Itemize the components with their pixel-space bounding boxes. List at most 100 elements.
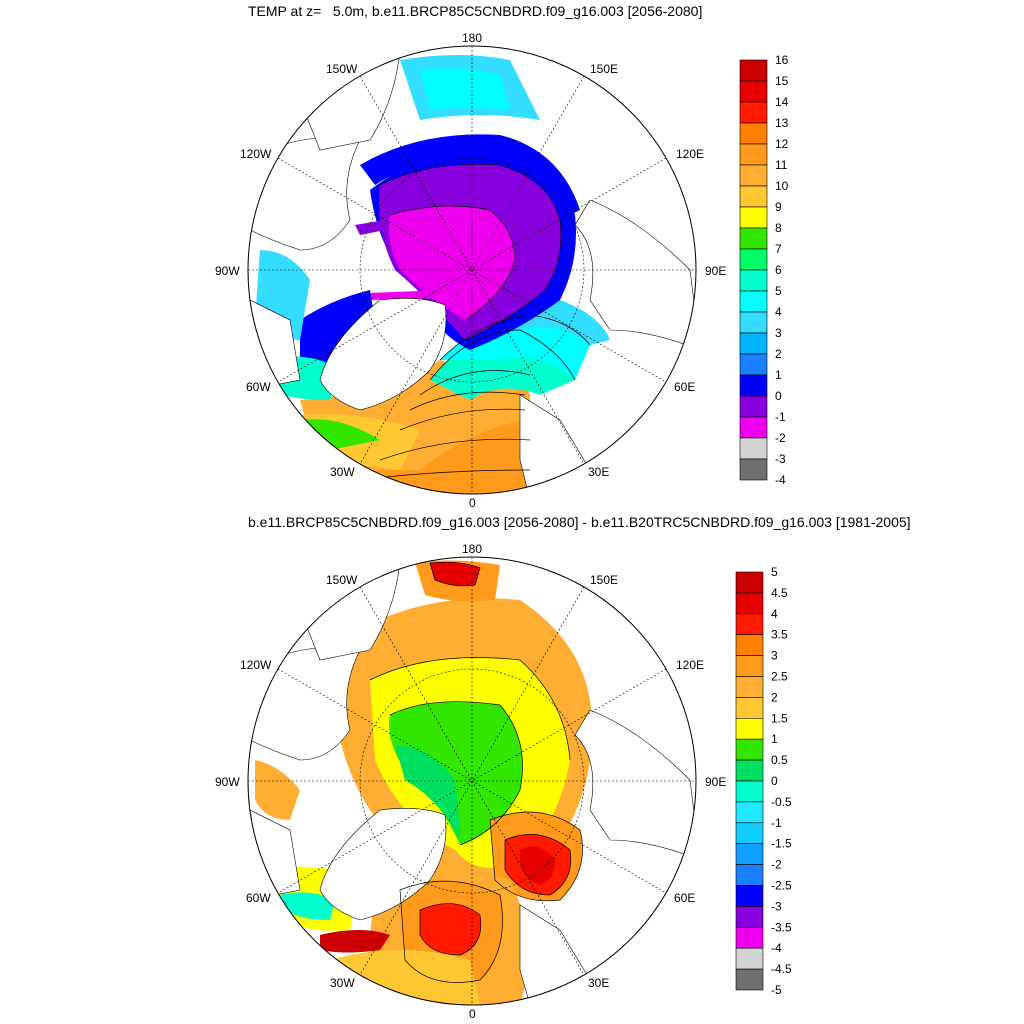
cb1-label: 7 <box>775 242 782 256</box>
cb2-label: -2.5 <box>771 879 792 893</box>
cb2-label: 4.5 <box>771 586 788 600</box>
cb2-swatch <box>735 634 764 656</box>
cb2-label: 0.5 <box>771 753 788 767</box>
cb1-swatch <box>739 395 768 418</box>
p1-lon-60e: 60E <box>674 380 696 394</box>
cb1-swatch <box>739 122 768 145</box>
cb2-label: -1.5 <box>771 837 792 851</box>
cb1-swatch <box>739 353 768 376</box>
cb1-swatch <box>739 206 768 229</box>
cb1-label: 15 <box>775 74 789 88</box>
cb1-swatch <box>739 101 768 124</box>
panel1-graticule <box>248 46 696 494</box>
cb1-label: 9 <box>775 200 782 214</box>
cb2-label: 2 <box>771 690 778 704</box>
cb1-swatch <box>739 374 768 397</box>
cb2-swatch <box>735 655 764 677</box>
cb1-label: -3 <box>775 452 786 466</box>
cb2-swatch <box>735 947 764 970</box>
cb2-swatch <box>735 738 764 761</box>
cb2-label: 3 <box>771 649 778 663</box>
p2-lon-0: 0 <box>469 1007 476 1021</box>
cb2-swatch <box>735 843 764 865</box>
cb2-label: -1 <box>771 816 782 830</box>
p1-lon-150w: 150W <box>326 62 358 76</box>
cb2-label: -5 <box>771 983 782 997</box>
cb1-label: 12 <box>775 137 789 151</box>
cb2-label: -4.5 <box>771 962 792 976</box>
cb2-label: 2.5 <box>771 670 788 684</box>
p2-lon-30e: 30E <box>588 976 610 990</box>
p1-lon-120w: 120W <box>240 147 272 161</box>
panel2-colorbar: 5 4.5 4 3.5 3 2.5 2 1.5 1 0.5 0 -0.5 -1 -1.5 -2 -2.5 -3 -… <box>735 565 792 997</box>
p2-lon-120e: 120E <box>676 658 705 672</box>
cb2-swatch <box>735 592 764 615</box>
p1-lon-30e: 30E <box>588 465 610 479</box>
cb1-swatch <box>739 80 768 103</box>
cb1-label: 11 <box>775 158 788 172</box>
cb1-label: 5 <box>775 284 782 298</box>
cb2-label: -4 <box>771 941 782 955</box>
p1-lon-60w: 60W <box>246 380 271 394</box>
cb1-label: 10 <box>775 179 789 193</box>
p1-lon-30w: 30W <box>330 465 355 479</box>
cb1-label: 3 <box>775 326 782 340</box>
cb2-swatch <box>735 906 764 928</box>
cb1-swatch <box>739 164 768 187</box>
cb2-label: -3 <box>771 899 782 913</box>
cb1-swatch <box>739 458 768 481</box>
panel2-graticule <box>248 557 696 1005</box>
cb2-swatch <box>735 676 764 698</box>
cb2-label: 3.5 <box>771 628 788 642</box>
cb1-label: 4 <box>775 305 782 319</box>
panel2-map-border <box>247 556 697 1006</box>
cb2-label: -2 <box>771 858 782 872</box>
cb2-swatch <box>735 822 764 844</box>
cb2-swatch <box>735 885 764 907</box>
p2-lon-60w: 60W <box>246 891 271 905</box>
cb1-label: 1 <box>775 368 782 382</box>
cb1-label: 6 <box>775 263 782 277</box>
cb1-label: 8 <box>775 221 782 235</box>
panel1-map-border <box>247 45 697 495</box>
p1-lon-0: 0 <box>469 496 476 510</box>
panel2-map <box>247 556 697 1006</box>
cb2-swatch <box>735 759 764 782</box>
cb1-label: 2 <box>775 347 782 361</box>
cb2-label: -0.5 <box>771 795 792 809</box>
cb2-swatch <box>735 571 764 594</box>
cb1-label: 14 <box>775 95 789 109</box>
cb1-swatch <box>739 227 768 250</box>
cb1-swatch <box>739 437 768 460</box>
cb1-swatch <box>739 59 768 82</box>
p1-lon-150e: 150E <box>590 62 619 76</box>
p2-lon-150e: 150E <box>590 573 619 587</box>
cb1-label: -1 <box>775 410 786 424</box>
cb1-swatch <box>739 185 768 208</box>
cb1-label: -2 <box>775 431 786 445</box>
cb2-swatch <box>735 780 764 803</box>
cb1-swatch <box>739 269 768 292</box>
cb2-swatch <box>735 613 764 635</box>
cb1-swatch <box>739 143 768 166</box>
p2-lon-30w: 30W <box>330 976 355 990</box>
cb2-swatch <box>735 717 764 740</box>
p1-lon-180: 180 <box>462 31 483 45</box>
p2-lon-90e: 90E <box>705 775 727 789</box>
p1-lon-120e: 120E <box>676 147 705 161</box>
cb1-label: 16 <box>775 53 789 67</box>
cb2-swatch <box>735 926 764 949</box>
cb2-label: -3.5 <box>771 920 792 934</box>
cb2-swatch <box>735 968 764 991</box>
p1-lon-90w: 90W <box>215 264 240 278</box>
cb2-label: 1.5 <box>771 711 788 725</box>
cb1-swatch <box>739 290 768 313</box>
cb1-label: 13 <box>775 116 789 130</box>
cb1-swatch <box>739 416 768 439</box>
cb1-label: -4 <box>775 473 786 487</box>
p2-lon-90w: 90W <box>215 775 240 789</box>
cb2-swatch <box>735 801 764 824</box>
panel1-field <box>249 49 696 494</box>
